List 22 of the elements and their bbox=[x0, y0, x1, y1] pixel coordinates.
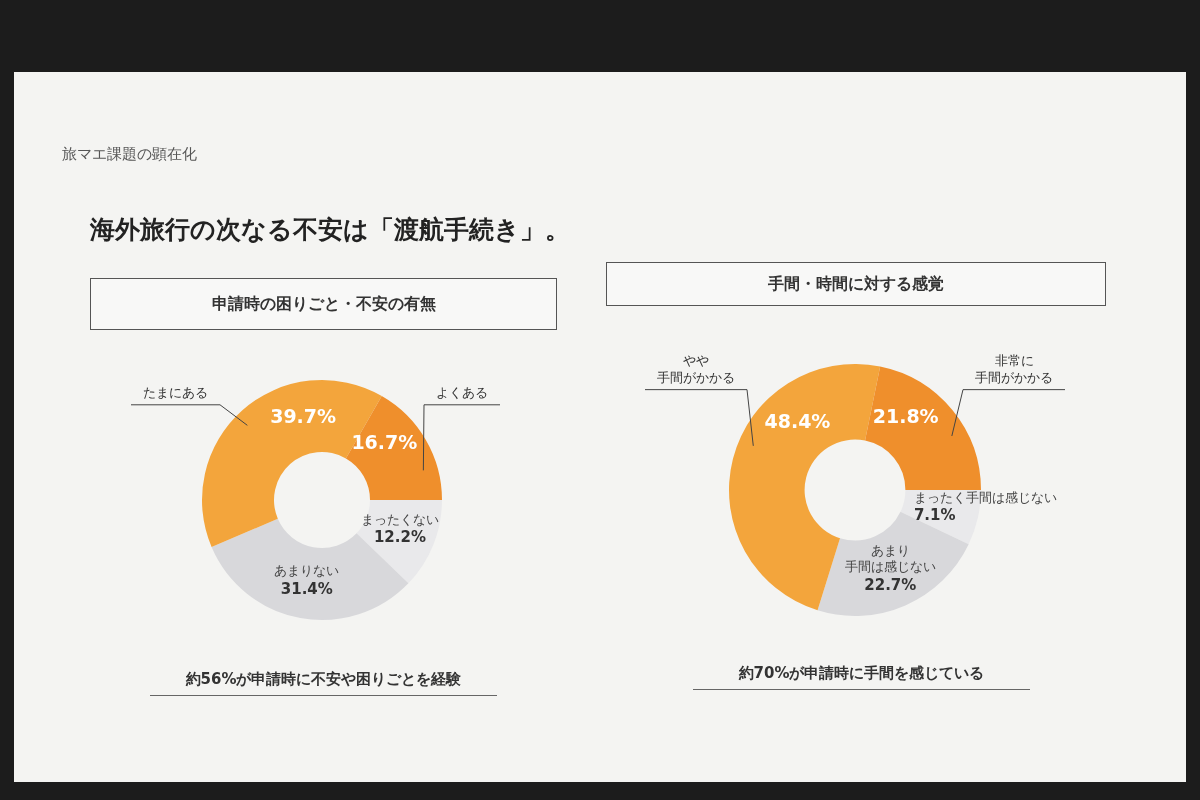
slice-label: まったく手間は感じない bbox=[913, 489, 1057, 505]
slice-label: あまりない bbox=[274, 562, 340, 578]
text: 約56%が申請時に不安や困りごとを経験 bbox=[150, 670, 497, 696]
data-label: 31.4% bbox=[280, 579, 333, 598]
chart-title: 申請時の困りごと・不安の有無 bbox=[90, 278, 557, 330]
data-label: 12.2% bbox=[373, 528, 426, 547]
data-label: 48.4% bbox=[764, 410, 831, 433]
text: 海外旅行の次なる不安は「渡航手続き」。 bbox=[90, 214, 570, 246]
text: 旅マエ課題の顕在化 bbox=[62, 145, 197, 164]
slice-label: あまり手間は感じない bbox=[844, 543, 936, 575]
data-label: 39.7% bbox=[270, 405, 337, 428]
slice-label: やや手間がかかる bbox=[657, 352, 735, 385]
chart-title: 手間・時間に対する感覚 bbox=[606, 262, 1106, 306]
text: 約70%が申請時に手間を感じている bbox=[693, 664, 1030, 690]
data-label: 21.8% bbox=[872, 404, 939, 427]
slice-label: よくある bbox=[436, 384, 488, 400]
slice-label: まったくない bbox=[360, 511, 439, 527]
slice-label: たまにある bbox=[143, 384, 208, 400]
slice-label: 非常に手間がかかる bbox=[975, 352, 1053, 385]
data-label: 7.1% bbox=[913, 506, 956, 525]
data-label: 22.7% bbox=[864, 575, 917, 594]
data-label: 16.7% bbox=[351, 430, 418, 453]
